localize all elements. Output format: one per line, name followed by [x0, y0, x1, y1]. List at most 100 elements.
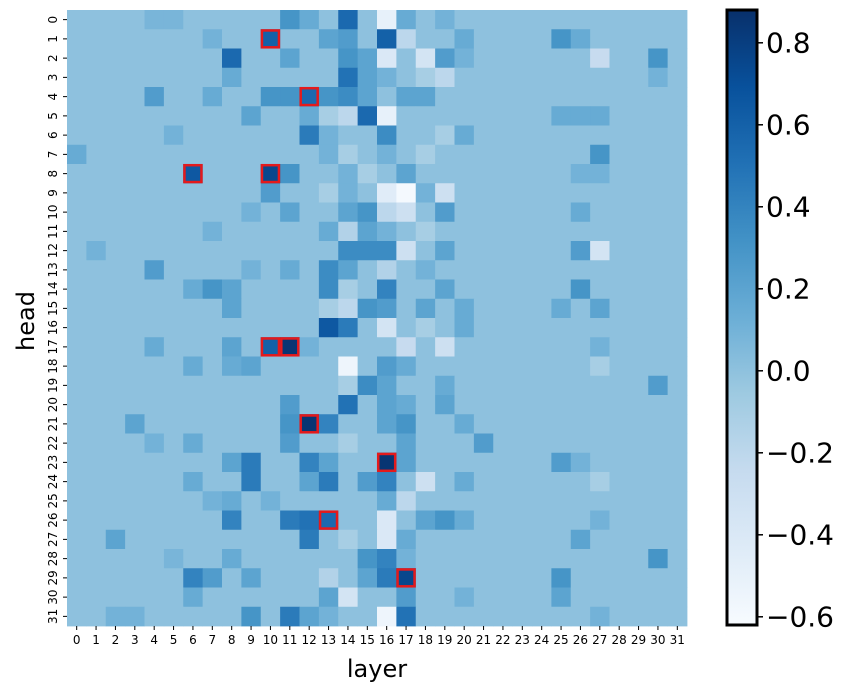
heatmap-cell — [435, 183, 455, 203]
heatmap-cell — [183, 318, 204, 338]
heatmap-cell — [67, 67, 87, 88]
heatmap-cell — [338, 87, 359, 107]
heatmap-cell — [590, 395, 610, 415]
heatmap-cell — [260, 221, 281, 242]
heatmap-cell — [67, 241, 87, 261]
heatmap-cell — [493, 491, 514, 511]
heatmap-cell — [105, 241, 126, 261]
heatmap-cell — [473, 87, 494, 107]
heatmap-cell — [590, 125, 610, 146]
heatmap-cell — [67, 433, 87, 454]
heatmap-cell — [318, 87, 339, 107]
heatmap-cell — [338, 106, 359, 126]
heatmap-cell — [609, 472, 630, 492]
heatmap-cell — [512, 587, 533, 608]
heatmap-cell — [202, 452, 223, 473]
heatmap-cell — [299, 279, 320, 300]
heatmap-cell — [532, 48, 552, 69]
heatmap-cell — [396, 568, 417, 588]
highlight-box — [260, 163, 281, 184]
heatmap-cell — [609, 241, 630, 261]
heatmap-cell — [357, 529, 378, 550]
heatmap-cell — [222, 568, 242, 588]
heatmap-cell — [67, 452, 87, 473]
heatmap-cell — [609, 298, 630, 319]
heatmap-cell — [570, 106, 591, 126]
heatmap-cell — [357, 10, 378, 30]
y-axis-title: head — [12, 291, 40, 351]
heatmap-cell — [202, 491, 223, 511]
heatmap-cell — [125, 375, 145, 396]
heatmap-cell — [396, 472, 417, 492]
heatmap-cell — [648, 337, 669, 357]
heatmap-cell — [280, 164, 300, 184]
heatmap-cell — [105, 510, 126, 531]
heatmap-cell — [493, 164, 514, 184]
heatmap-cell — [222, 48, 242, 69]
colorbar-tick-label: 0.8 — [766, 26, 811, 59]
heatmap-cell — [144, 221, 165, 242]
heatmap-cell — [183, 144, 204, 165]
heatmap-cell — [512, 29, 533, 49]
heatmap-cell — [338, 587, 359, 608]
heatmap-cell — [222, 125, 242, 146]
heatmap-cell — [105, 67, 126, 88]
heatmap-cell — [338, 433, 359, 454]
heatmap-cell — [222, 221, 242, 242]
heatmap-cell — [67, 260, 87, 280]
heatmap-cell — [609, 568, 630, 588]
heatmap-cell — [183, 356, 204, 377]
heatmap-cell — [628, 491, 649, 511]
heatmap-cell — [299, 67, 320, 88]
x-tick-label: 20 — [457, 633, 472, 647]
heatmap-cell — [105, 279, 126, 300]
heatmap-cell — [318, 318, 339, 338]
heatmap-cell — [570, 356, 591, 377]
heatmap-cell — [338, 568, 359, 588]
heatmap-cell — [125, 337, 145, 357]
heatmap-cell — [241, 202, 262, 223]
heatmap-cell — [609, 221, 630, 242]
heatmap-cell — [67, 279, 87, 300]
heatmap-cell — [318, 606, 339, 627]
heatmap-cell — [260, 318, 281, 338]
heatmap-cell — [338, 29, 359, 49]
heatmap-cell — [260, 241, 281, 261]
heatmap-cell — [357, 318, 378, 338]
heatmap-cell — [377, 67, 397, 88]
heatmap-cell — [628, 472, 649, 492]
heatmap-cell — [590, 48, 610, 69]
heatmap-cell — [67, 106, 87, 126]
heatmap-cell — [357, 183, 378, 203]
heatmap-cell — [473, 144, 494, 165]
heatmap-cell — [163, 298, 184, 319]
heatmap-cell — [590, 106, 610, 126]
heatmap-cell — [415, 337, 436, 357]
heatmap-cell — [590, 472, 610, 492]
heatmap-cell — [454, 375, 475, 396]
heatmap-cell — [628, 221, 649, 242]
heatmap-cell — [570, 298, 591, 319]
heatmap-cell — [532, 375, 552, 396]
highlight-box — [396, 568, 416, 588]
heatmap-cell — [125, 260, 145, 280]
heatmap-cell — [512, 549, 533, 569]
heatmap-cell — [551, 298, 572, 319]
heatmap-cell — [454, 29, 475, 49]
heatmap-cell — [183, 10, 204, 30]
heatmap-cell — [105, 29, 126, 49]
heatmap-cell — [299, 10, 320, 30]
heatmap-cell — [377, 318, 397, 338]
heatmap-cell — [299, 106, 320, 126]
heatmap-cell — [628, 549, 649, 569]
heatmap-cell — [144, 472, 165, 492]
heatmap-cell — [202, 298, 223, 319]
heatmap-cell — [551, 587, 572, 608]
heatmap-cell — [202, 510, 223, 531]
heatmap-cell — [144, 183, 165, 203]
heatmap-cell — [163, 29, 184, 49]
heatmap-cell — [512, 414, 533, 434]
heatmap-cell — [532, 260, 552, 280]
heatmap-cell — [648, 606, 669, 627]
heatmap-cell — [125, 144, 145, 165]
